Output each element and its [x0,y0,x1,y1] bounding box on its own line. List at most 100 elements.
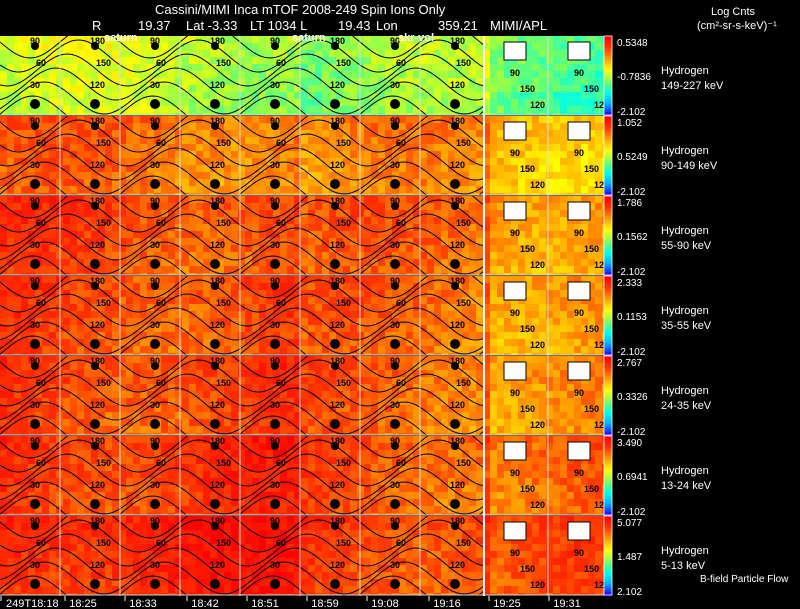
heatmap-cell [287,356,295,364]
heatmap-cell [168,332,176,340]
heatmap-cell [175,290,183,298]
colorbar-segment [604,278,612,281]
heatmap-cell [266,36,274,44]
heatmap-cell [308,311,316,319]
heatmap-cell [581,196,589,204]
heatmap-cell [14,57,22,65]
heatmap-cell [161,92,169,100]
heatmap-cell [21,238,29,246]
heatmap-cell [399,151,407,159]
heatmap-cell [490,318,498,326]
heatmap-cell [203,116,211,124]
heatmap-cell [490,57,498,65]
heatmap-cell [322,193,330,195]
heatmap-cell [133,363,141,371]
heatmap-cell [7,57,15,65]
heatmap-cell [175,78,183,86]
heatmap-cell [231,325,239,333]
colorbar-segment [604,254,612,257]
heatmap-cell [455,116,463,124]
heatmap-cell [49,158,57,166]
heatmap-cell [224,245,232,253]
heatmap-cell [462,346,470,354]
heatmap-cell [378,283,386,291]
heatmap-cell [385,370,393,378]
flow-direction-marker [451,42,459,50]
flow-direction-marker [331,42,339,50]
sun-direction-marker [450,179,460,189]
heatmap-cell [560,172,568,180]
contour-label: 120 [530,100,545,110]
heatmap-cell [322,116,330,124]
heatmap-cell [588,259,596,267]
heatmap-cell [532,71,540,79]
heatmap-cell [231,339,239,347]
colorbar-segment [604,202,612,205]
heatmap-cell [364,137,372,145]
heatmap-cell [595,186,603,194]
heatmap-cell [77,106,85,114]
heatmap-cell [259,332,267,340]
heatmap-cell [280,113,288,115]
heatmap-cell [70,123,78,131]
heatmap-cell [490,252,498,260]
heatmap-cell [581,71,589,79]
heatmap-cell [546,50,554,58]
heatmap-cell [63,165,71,173]
heatmap-cell [259,71,267,79]
heatmap-cell [420,64,428,72]
heatmap-cell [364,231,372,239]
colorbar-min: -2.102 [617,347,646,358]
heatmap-cell [70,217,78,225]
heatmap-cell [553,283,561,291]
heatmap-cell [189,290,197,298]
flow-direction-marker [391,282,399,290]
colorbar-segment [604,290,612,293]
heatmap-cell [350,179,358,187]
heatmap-cell [203,158,211,166]
heatmap-cell [0,172,8,180]
colorbar-segment [604,50,612,53]
heatmap-cell [434,123,442,131]
heatmap-cell [567,217,575,225]
heatmap-cell [574,179,582,187]
heatmap-cell [287,71,295,79]
heatmap-cell [413,36,421,44]
heatmap-cell [574,158,582,166]
heatmap-cell [553,78,561,86]
heatmap-cell [105,259,113,267]
heatmap-cell [476,332,484,340]
heatmap-cell [203,123,211,131]
heatmap-cell [441,203,449,211]
heatmap-cell [483,99,491,107]
heatmap-cell [462,92,470,100]
heatmap-cell [231,165,239,173]
heatmap-cell [91,245,99,253]
heatmap-cell [84,92,92,100]
heatmap-cell [0,356,8,364]
heatmap-cell [371,304,379,312]
colorbar-segment [604,262,612,265]
heatmap-cell [70,186,78,194]
heatmap-cell [182,196,190,204]
heatmap-cell [210,165,218,173]
heatmap-cell [504,266,512,274]
heatmap-cell [161,186,169,194]
heatmap-cell [553,193,561,195]
heatmap-cell [336,165,344,173]
heatmap-cell [532,311,540,319]
heatmap-cell [147,318,155,326]
heatmap-cell [308,363,316,371]
heatmap-cell [245,245,253,253]
heatmap-cell [210,325,218,333]
heatmap-cell [434,318,442,326]
heatmap-cell [483,113,491,115]
heatmap-cell [91,92,99,100]
colorbar-segment [604,316,612,319]
heatmap-cell [385,50,393,58]
heatmap-cell [511,36,519,44]
heatmap-cell [231,43,239,51]
heatmap-cell [28,85,36,93]
heatmap-cell [126,71,134,79]
heatmap-cell [133,217,141,225]
